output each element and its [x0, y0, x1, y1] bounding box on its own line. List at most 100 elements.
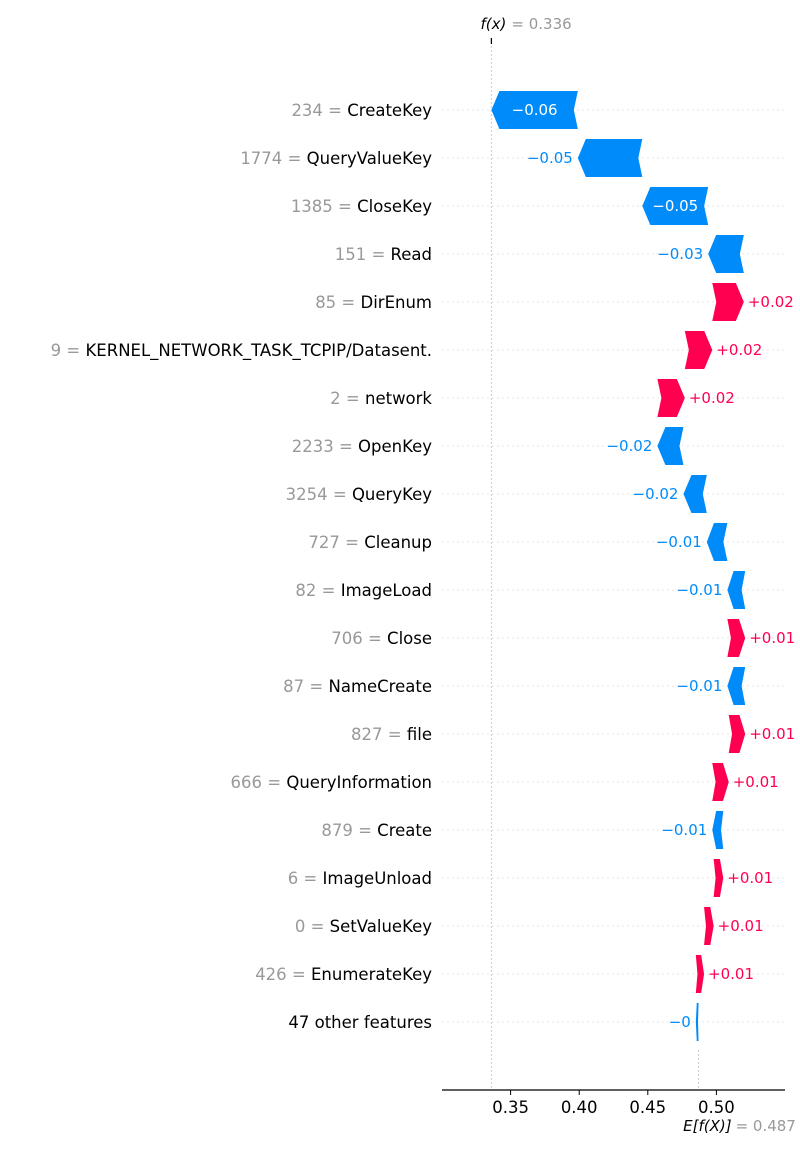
positive-shap-bar	[684, 331, 713, 369]
feature-label: 879 = Create	[321, 821, 432, 840]
shap-value-label: −0.03	[657, 245, 703, 263]
base-value-text: = 0.487	[736, 1117, 796, 1135]
feature-label: 82 = ImageLoad	[295, 581, 432, 600]
shap-value-label: −0.02	[633, 485, 679, 503]
feature-value: 426 =	[255, 965, 311, 984]
negative-shap-bar	[727, 667, 746, 705]
reference-lines	[490, 38, 700, 1090]
feature-label: 85 = DirEnum	[315, 293, 432, 312]
positive-shap-bar	[695, 955, 705, 993]
feature-name: OpenKey	[358, 437, 432, 456]
shap-value-label: −0.01	[656, 533, 702, 551]
feature-label: 3254 = QueryKey	[286, 485, 433, 504]
negative-shap-bar	[727, 571, 746, 609]
shap-value-label: +0.01	[708, 965, 754, 983]
negative-shap-bar	[577, 139, 643, 177]
shap-value-label: +0.01	[733, 773, 779, 791]
shap-value-label: −0.01	[676, 677, 722, 695]
feature-value: 706 =	[331, 629, 387, 648]
feature-name: QueryKey	[352, 485, 432, 504]
shap-value-label: −0.02	[606, 437, 652, 455]
shap-value-label: −0.05	[527, 149, 573, 167]
feature-value: 85 =	[315, 293, 360, 312]
feature-value: 727 =	[308, 533, 364, 552]
feature-value: 1385 =	[291, 197, 357, 216]
feature-name: ImageUnload	[323, 869, 432, 888]
shap-value-label: +0.02	[689, 389, 735, 407]
positive-shap-bar	[713, 859, 724, 897]
shap-value-label: −0	[669, 1013, 691, 1031]
x-tick-label: 0.35	[492, 1098, 529, 1117]
feature-value: 234 =	[291, 101, 347, 120]
feature-label: 87 = NameCreate	[283, 677, 432, 696]
feature-name: QueryValueKey	[307, 149, 433, 168]
feature-name: 47 other features	[288, 1013, 432, 1032]
positive-shap-bar	[728, 715, 746, 753]
feature-name: Create	[377, 821, 432, 840]
feature-name: EnumerateKey	[311, 965, 432, 984]
feature-value: 0 =	[295, 917, 330, 936]
negative-shap-bar	[683, 475, 707, 513]
base-value-annotation: E[f(X)] = 0.487	[683, 1117, 796, 1135]
shap-value-label: −0.05	[652, 197, 698, 215]
shap-value-label: +0.01	[749, 629, 795, 647]
feature-label: 426 = EnumerateKey	[255, 965, 432, 984]
x-tick-label: 0.40	[561, 1098, 598, 1117]
feature-value: 666 =	[231, 773, 287, 792]
positive-shap-bar	[704, 907, 714, 945]
feature-value: 1774 =	[240, 149, 306, 168]
feature-label: 151 = Read	[335, 245, 432, 264]
feature-name: Read	[391, 245, 432, 264]
fx-label: f(x)	[481, 15, 507, 33]
feature-name: Close	[387, 629, 432, 648]
feature-label: 1774 = QueryValueKey	[240, 149, 432, 168]
feature-name: file	[407, 725, 432, 744]
waterfall-bars: −0.06 −0.05 −0.05 −0.03 +0.02 +0.02 +0.02 −0.02…	[491, 91, 795, 1041]
shap-value-label: −0.01	[661, 821, 707, 839]
feature-value: 82 =	[295, 581, 340, 600]
feature-value: 2233 =	[292, 437, 358, 456]
feature-value: 6 =	[288, 869, 323, 888]
negative-shap-bar	[491, 91, 578, 129]
feature-name: NameCreate	[328, 677, 432, 696]
shap-value-label: −0.06	[512, 101, 558, 119]
feature-labels: 234 = CreateKey 1774 = QueryValueKey 1385 …	[51, 101, 433, 1032]
negative-shap-bar	[712, 811, 724, 849]
feature-label: 706 = Close	[331, 629, 432, 648]
feature-name: CreateKey	[347, 101, 432, 120]
fx-annotation: f(x) = 0.336	[481, 15, 572, 33]
feature-name: QueryInformation	[286, 773, 432, 792]
shap-value-label: +0.01	[718, 917, 764, 935]
negative-shap-bar	[708, 235, 744, 273]
feature-name: SetValueKey	[330, 917, 433, 936]
feature-label: 6 = ImageUnload	[288, 869, 432, 888]
x-tick-label: 0.45	[629, 1098, 666, 1117]
negative-shap-bar	[695, 1003, 699, 1041]
positive-shap-bar	[712, 283, 744, 321]
feature-name: ImageLoad	[341, 581, 432, 600]
x-axis: 0.35 0.40 0.45 0.50	[442, 1089, 785, 1117]
shap-value-label: +0.01	[749, 725, 795, 743]
positive-shap-bar	[712, 763, 729, 801]
base-value-label: E[f(X)]	[683, 1117, 732, 1135]
feature-name: DirEnum	[361, 293, 433, 312]
shap-value-label: +0.02	[716, 341, 762, 359]
negative-shap-bar	[642, 187, 709, 225]
feature-label: 9 = KERNEL_NETWORK_TASK_TCPIP/Datasent.	[51, 341, 432, 361]
shap-value-label: +0.01	[727, 869, 773, 887]
feature-label: 827 = file	[351, 725, 432, 744]
feature-name: Cleanup	[364, 533, 432, 552]
feature-label: 234 = CreateKey	[291, 101, 432, 120]
feature-name: network	[365, 389, 432, 408]
positive-shap-bar	[657, 379, 685, 417]
feature-label: 0 = SetValueKey	[295, 917, 432, 936]
feature-label: 47 other features	[288, 1013, 432, 1032]
feature-label: 2233 = OpenKey	[292, 437, 433, 456]
shap-value-label: −0.01	[676, 581, 722, 599]
feature-label: 2 = network	[330, 389, 432, 408]
negative-shap-bar	[657, 427, 684, 465]
feature-value: 879 =	[321, 821, 377, 840]
feature-value: 87 =	[283, 677, 328, 696]
